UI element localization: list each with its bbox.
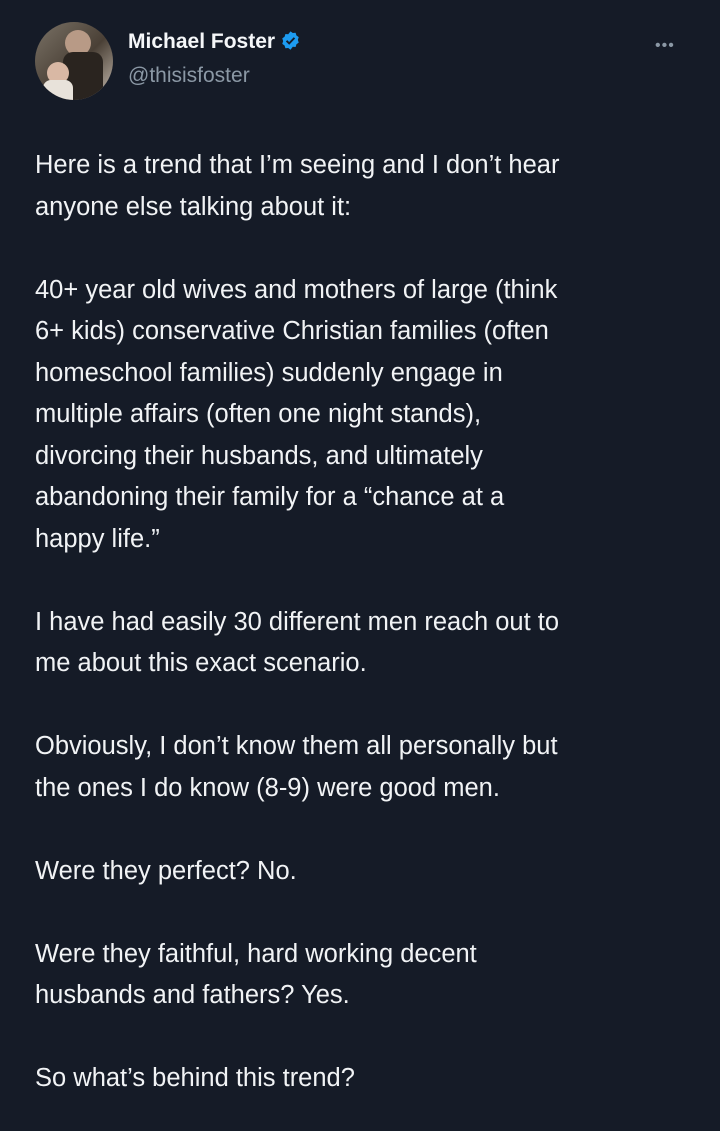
tweet-line: divorcing their husbands, and ultimately: [35, 441, 483, 470]
tweet-line: Obviously, I don’t know them all persona…: [35, 732, 558, 760]
tweet-line: Here is a trend that I’m seeing and I do…: [35, 151, 560, 179]
tweet-line: the ones I do know (8-9) were good men.: [35, 773, 500, 802]
ellipsis-icon[interactable]: •••: [655, 37, 675, 54]
tweet-line: multiple affairs (often one night stands…: [35, 400, 482, 428]
tweet-line: I have had easily 30 different men reach…: [35, 607, 560, 636]
tweet-line: So what’s behind this trend?: [35, 1064, 355, 1092]
author-name[interactable]: Michael Foster: [128, 30, 301, 57]
avatar[interactable]: [35, 22, 113, 100]
tweet-line: 6+ kids) conservative Christian families…: [35, 317, 549, 345]
verified-badge-icon: [280, 30, 301, 57]
tweet-line: Were they perfect? No.: [35, 856, 297, 885]
tweet-line: [35, 809, 559, 851]
tweet-line: [35, 228, 559, 270]
tweet-line: [35, 685, 559, 727]
tweet-line: homeschool families) suddenly engage in: [35, 358, 503, 387]
tweet-line: [35, 1017, 559, 1059]
tweet-line: anyone else talking about it:: [35, 192, 352, 221]
author-handle[interactable]: @thisisfoster: [128, 64, 250, 87]
tweet-line: happy life.”: [35, 524, 160, 553]
tweet-line: 40+ year old wives and mothers of large …: [35, 275, 558, 304]
tweet-line: [35, 892, 559, 934]
tweet-line: abandoning their family for a “chance at…: [35, 483, 505, 511]
tweet-line: Were they faithful, hard working decent: [35, 939, 477, 968]
tweet-line: me about this exact scenario.: [35, 649, 367, 677]
tweet-line: [35, 560, 559, 602]
tweet-line: husbands and fathers? Yes.: [35, 981, 350, 1009]
tweet-text: Here is a trend that I’m seeing and I do…: [35, 145, 559, 1100]
